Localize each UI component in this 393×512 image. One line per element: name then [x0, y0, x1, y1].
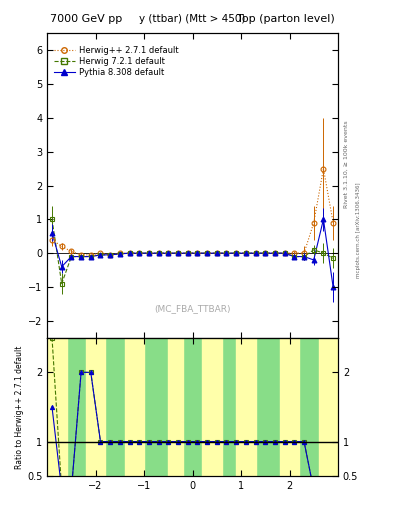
- Bar: [319, 338, 338, 476]
- Text: Rivet 3.1.10, ≥ 100k events: Rivet 3.1.10, ≥ 100k events: [344, 120, 349, 208]
- Y-axis label: Ratio to Herwig++ 2.7.1 default: Ratio to Herwig++ 2.7.1 default: [15, 345, 24, 468]
- Text: mcplots.cern.ch [arXiv:1306.3436]: mcplots.cern.ch [arXiv:1306.3436]: [356, 183, 361, 278]
- Text: y (ttbar) (Mtt > 450): y (ttbar) (Mtt > 450): [140, 14, 246, 24]
- Text: Top (parton level): Top (parton level): [237, 14, 335, 24]
- Bar: [125, 338, 144, 476]
- Bar: [47, 338, 66, 476]
- Bar: [202, 338, 222, 476]
- Text: (MC_FBA_TTBAR): (MC_FBA_TTBAR): [154, 305, 231, 313]
- Legend: Herwig++ 2.7.1 default, Herwig 7.2.1 default, Pythia 8.308 default: Herwig++ 2.7.1 default, Herwig 7.2.1 def…: [51, 44, 181, 80]
- Bar: [280, 338, 299, 476]
- Bar: [86, 338, 105, 476]
- Bar: [236, 338, 255, 476]
- Bar: [168, 338, 183, 476]
- Text: 7000 GeV pp: 7000 GeV pp: [50, 14, 122, 24]
